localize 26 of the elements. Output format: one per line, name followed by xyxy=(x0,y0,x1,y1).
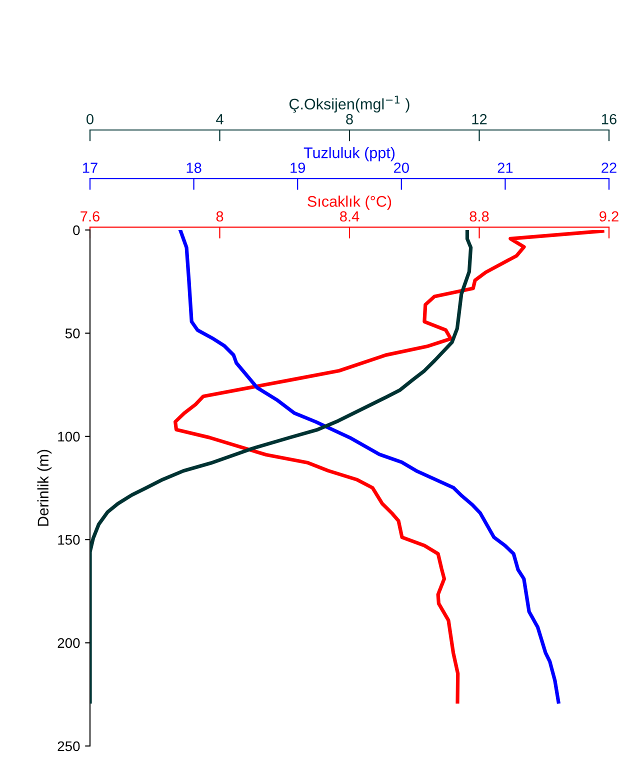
y-tick-label: 50 xyxy=(65,328,80,338)
x-tick-label: 16 xyxy=(602,114,616,124)
x-tick-label: 12 xyxy=(472,114,487,124)
x-tick-label: 20 xyxy=(394,162,409,173)
y-tick-label: 150 xyxy=(58,534,80,545)
y-tick-label: 0 xyxy=(73,225,80,236)
y-tick-label: 200 xyxy=(58,638,80,648)
x-axis-title: Ç.Oksijen(mgl$^{−1}$ ) xyxy=(289,96,410,113)
x-tick-label: 21 xyxy=(498,162,513,173)
x-axis-title: Sıcaklık (°C) xyxy=(308,196,392,210)
y-tick-label: 100 xyxy=(58,432,80,442)
y-axis-title: Derinlik (m) xyxy=(37,450,52,526)
x-tick-label: 8.8 xyxy=(470,211,489,222)
x-axis-title: Tuzluluk (ppt) xyxy=(304,147,395,162)
x-tick-label: 17 xyxy=(83,162,98,173)
x-tick-label: 8 xyxy=(346,114,353,124)
x-tick-label: 7.6 xyxy=(80,211,100,222)
x-tick-label: 19 xyxy=(290,162,306,173)
x-tick-label: 9.2 xyxy=(600,211,618,222)
x-tick-label: 0 xyxy=(86,114,94,124)
x-tick-label: 18 xyxy=(186,162,202,173)
y-tick-label: 250 xyxy=(58,741,80,752)
x-tick-label: 4 xyxy=(216,114,224,124)
x-tick-label: 22 xyxy=(602,162,616,173)
x-tick-label: 8 xyxy=(216,211,224,222)
x-tick-label: 8.4 xyxy=(340,211,360,222)
